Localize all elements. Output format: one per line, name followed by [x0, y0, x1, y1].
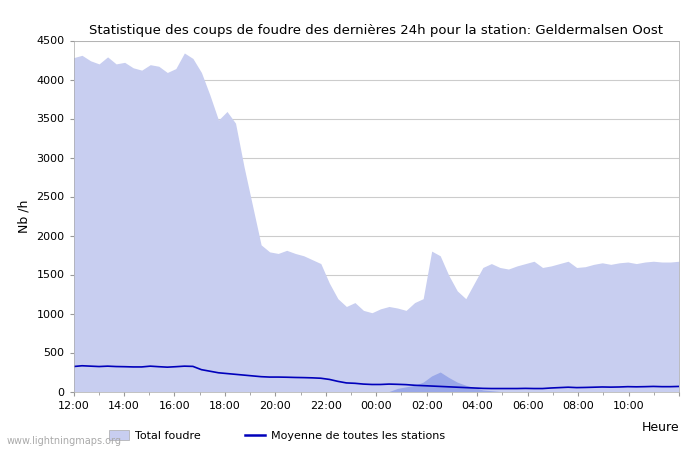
Text: Heure: Heure	[641, 421, 679, 434]
Title: Statistique des coups de foudre des dernières 24h pour la station: Geldermalsen : Statistique des coups de foudre des dern…	[90, 23, 664, 36]
Text: www.lightningmaps.org: www.lightningmaps.org	[7, 436, 122, 446]
Y-axis label: Nb /h: Nb /h	[18, 199, 31, 233]
